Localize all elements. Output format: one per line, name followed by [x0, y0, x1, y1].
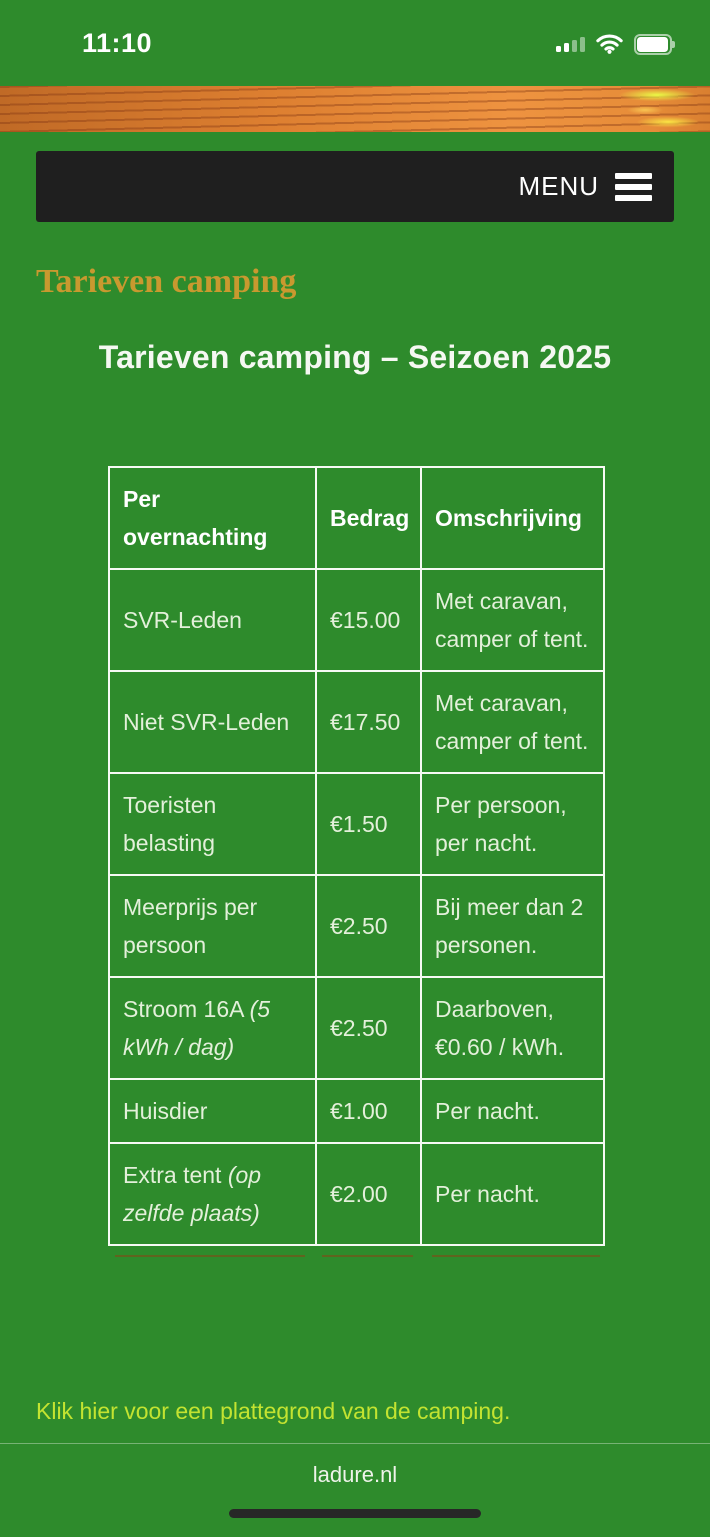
tariff-table-body: SVR-Leden €15.00 Met caravan, camper of te… — [108, 568, 605, 1246]
menu-bar[interactable]: MENU — [36, 151, 674, 222]
wood-banner-image — [0, 86, 710, 132]
table-header-row: Per overnachting Bedrag Omschrijving — [108, 466, 605, 570]
description-cell: Daarboven, €0.60 / kWh. — [420, 976, 605, 1080]
item-cell: Niet SVR-Leden — [108, 670, 317, 774]
item-cell: Huisdier — [108, 1078, 317, 1144]
menu-label[interactable]: MENU — [518, 171, 599, 201]
amount-cell: €2.00 — [315, 1142, 422, 1246]
amount-cell: €1.50 — [315, 772, 422, 876]
item-cell: Meerprijs per persoon — [108, 874, 317, 978]
map-link[interactable]: Klik hier voor een plattegrond van de ca… — [36, 1398, 511, 1424]
column-header-per-overnachting: Per overnachting — [108, 466, 317, 570]
amount-cell: €2.50 — [315, 976, 422, 1080]
hamburger-icon[interactable] — [615, 172, 652, 201]
item-cell: SVR-Leden — [108, 568, 317, 672]
item-cell: Toeristen belasting — [108, 772, 317, 876]
table-underline-decoration — [108, 1255, 605, 1257]
column-header-omschrijving: Omschrijving — [420, 466, 605, 570]
description-cell: Per nacht. — [420, 1078, 605, 1144]
battery-icon — [634, 33, 676, 55]
page-title: Tarieven camping – Seizoen 2025 — [98, 339, 612, 375]
item-cell: Stroom 16A (5 kWh / dag) — [108, 976, 317, 1080]
amount-cell: €2.50 — [315, 874, 422, 978]
amount-cell: €17.50 — [315, 670, 422, 774]
table-row: Extra tent (op zelfde plaats) €2.00 Per na… — [108, 1142, 605, 1246]
eyebrow-heading: Tarieven camping — [36, 263, 297, 300]
status-time: 11:10 — [82, 28, 153, 58]
table-row: Niet SVR-Leden €17.50 Met caravan, camper … — [108, 670, 605, 774]
status-icons — [556, 33, 676, 55]
table-row: Stroom 16A (5 kWh / dag) €2.50 Daarboven, … — [108, 976, 605, 1080]
amount-cell: €1.00 — [315, 1078, 422, 1144]
tariff-table: Per overnachting Bedrag Omschrijving SVR… — [108, 466, 605, 1246]
description-cell: Bij meer dan 2 personen. — [420, 874, 605, 978]
table-row: Huisdier €1.00 Per nacht. — [108, 1078, 605, 1144]
tariff-table-wrap: Per overnachting Bedrag Omschrijving SVR… — [108, 466, 605, 1257]
cellular-signal-icon — [556, 36, 585, 52]
table-row: SVR-Leden €15.00 Met caravan, camper of te… — [108, 568, 605, 672]
amount-cell: €15.00 — [315, 568, 422, 672]
description-cell: Per persoon, per nacht. — [420, 772, 605, 876]
table-row: Meerprijs per persoon €2.50 Bij meer dan 2… — [108, 874, 605, 978]
item-cell: Extra tent (op zelfde plaats) — [108, 1142, 317, 1246]
wifi-icon — [596, 34, 623, 54]
footer-divider — [0, 1443, 710, 1444]
home-indicator[interactable] — [229, 1509, 481, 1518]
description-cell: Met caravan, camper of tent. — [420, 568, 605, 672]
description-cell: Per nacht. — [420, 1142, 605, 1246]
table-row: Toeristen belasting €1.50 Per persoon, per… — [108, 772, 605, 876]
footer-site-label: ladure.nl — [312, 1462, 398, 1487]
column-header-bedrag: Bedrag — [315, 466, 422, 570]
description-cell: Met caravan, camper of tent. — [420, 670, 605, 774]
